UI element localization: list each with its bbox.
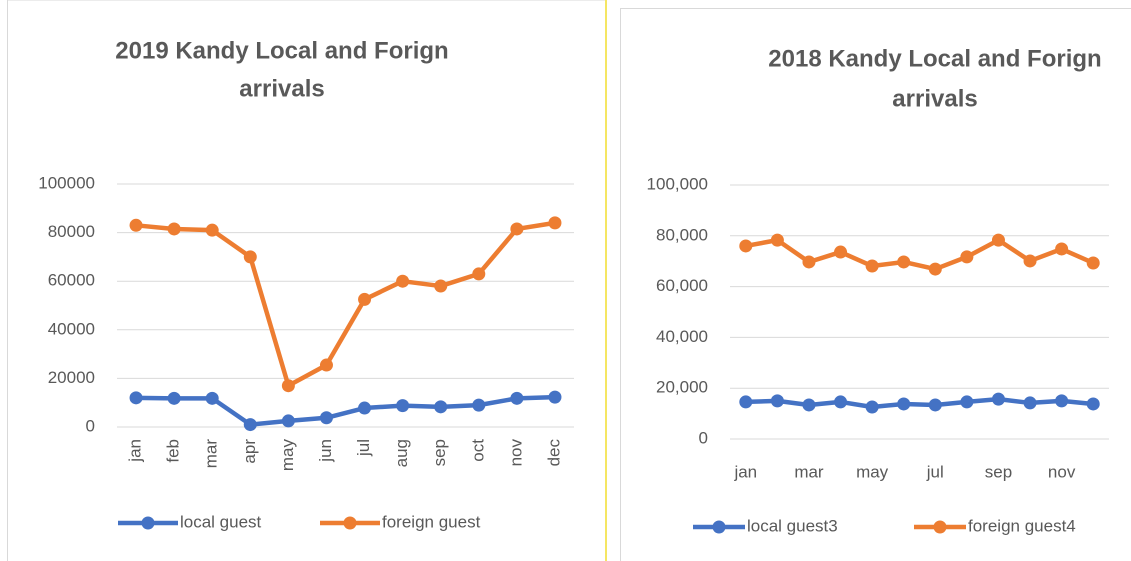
data-point xyxy=(472,398,486,412)
data-point xyxy=(802,398,816,412)
chart-title: 2018 Kandy Local and Forign xyxy=(768,45,1101,72)
y-tick-label: 100000 xyxy=(38,173,95,192)
y-tick-label: 80,000 xyxy=(656,225,708,244)
data-point xyxy=(129,218,143,232)
data-point xyxy=(510,391,524,405)
chart-title: arrivals xyxy=(892,85,977,112)
data-point xyxy=(991,233,1005,247)
data-point xyxy=(205,391,219,405)
data-point xyxy=(991,392,1005,406)
data-point xyxy=(167,222,181,236)
data-point xyxy=(802,255,816,269)
x-tick-label: may xyxy=(856,462,889,481)
x-tick-label: aug xyxy=(392,439,411,467)
x-tick-label: jan xyxy=(733,462,757,481)
data-point xyxy=(960,395,974,409)
x-tick-label: may xyxy=(278,439,297,472)
legend-label: foreign guest4 xyxy=(968,516,1076,535)
data-point xyxy=(548,390,562,404)
y-tick-label: 40,000 xyxy=(656,327,708,346)
data-point xyxy=(928,398,942,412)
data-point xyxy=(960,250,974,264)
x-tick-label: feb xyxy=(164,439,183,463)
data-point xyxy=(1023,396,1037,410)
data-point xyxy=(319,358,333,372)
y-tick-label: 60000 xyxy=(48,271,95,290)
x-tick-label: mar xyxy=(794,462,824,481)
data-point xyxy=(1055,394,1069,408)
data-point xyxy=(472,267,486,281)
x-tick-label: jan xyxy=(126,439,145,463)
data-point xyxy=(319,411,333,425)
data-point xyxy=(834,245,848,259)
data-point xyxy=(434,279,448,293)
x-tick-label: mar xyxy=(202,439,221,469)
x-tick-label: sep xyxy=(985,462,1012,481)
data-point xyxy=(770,233,784,247)
legend-label: local guest3 xyxy=(747,516,838,535)
x-tick-label: sep xyxy=(430,439,449,466)
data-point xyxy=(243,250,257,264)
y-tick-label: 80000 xyxy=(48,222,95,241)
data-point xyxy=(396,274,410,288)
data-point xyxy=(865,400,879,414)
panel xyxy=(620,8,1131,561)
data-point xyxy=(770,394,784,408)
data-point xyxy=(281,414,295,428)
data-point xyxy=(739,395,753,409)
data-point xyxy=(897,397,911,411)
legend-marker xyxy=(343,516,357,530)
data-point xyxy=(1023,254,1037,268)
data-point xyxy=(396,399,410,413)
data-point xyxy=(897,255,911,269)
data-point xyxy=(548,216,562,230)
x-tick-label: oct xyxy=(468,439,487,462)
data-point xyxy=(1086,397,1100,411)
x-tick-label: nov xyxy=(506,439,525,467)
y-tick-label: 0 xyxy=(699,428,708,447)
x-tick-label: nov xyxy=(1048,462,1076,481)
y-tick-label: 60,000 xyxy=(656,276,708,295)
data-point xyxy=(281,379,295,393)
data-point xyxy=(358,401,372,415)
data-point xyxy=(739,239,753,253)
y-tick-label: 100,000 xyxy=(647,174,708,193)
y-tick-label: 20000 xyxy=(48,368,95,387)
x-tick-label: apr xyxy=(240,439,259,464)
legend-marker xyxy=(141,516,155,530)
chart-title: arrivals xyxy=(239,75,324,102)
data-point xyxy=(358,292,372,306)
x-tick-label: dec xyxy=(544,439,563,467)
x-tick-label: jun xyxy=(316,439,335,463)
y-tick-label: 20,000 xyxy=(656,378,708,397)
chart-title: 2019 Kandy Local and Forign xyxy=(115,37,448,64)
x-tick-label: jul xyxy=(354,439,373,457)
data-point xyxy=(434,400,448,414)
data-point xyxy=(129,391,143,405)
x-tick-label: jul xyxy=(926,462,944,481)
y-tick-label: 40000 xyxy=(48,319,95,338)
legend-marker xyxy=(933,520,947,534)
data-point xyxy=(865,259,879,273)
y-tick-label: 0 xyxy=(86,416,95,435)
data-point xyxy=(928,262,942,276)
data-point xyxy=(1086,256,1100,270)
legend-marker xyxy=(712,520,726,534)
data-point xyxy=(205,223,219,237)
data-point xyxy=(510,222,524,236)
data-point xyxy=(834,395,848,409)
data-point xyxy=(167,391,181,405)
data-point xyxy=(243,418,257,432)
data-point xyxy=(1055,242,1069,256)
legend-label: local guest xyxy=(180,512,262,531)
legend-label: foreign guest xyxy=(382,512,481,531)
